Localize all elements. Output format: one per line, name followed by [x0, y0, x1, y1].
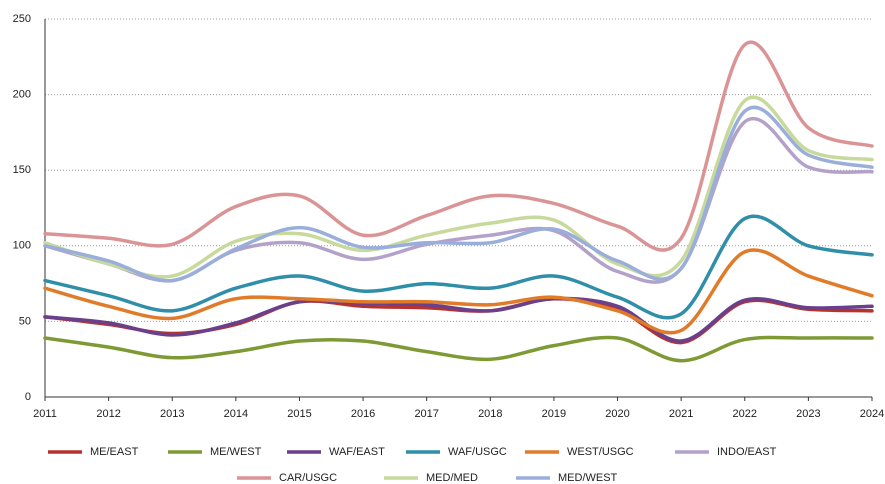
y-tick-label: 0: [25, 391, 31, 403]
legend-label: ME/WEST: [210, 446, 262, 458]
legend-label: ME/EAST: [90, 446, 139, 458]
series-line: [43, 117, 874, 284]
series-line: [43, 40, 874, 252]
x-tick-label: 2021: [669, 408, 693, 420]
x-tick-label: 2020: [605, 408, 629, 420]
y-tick-label: 100: [13, 240, 31, 252]
x-tick-label: 2011: [33, 408, 57, 420]
x-tick-label: 2014: [224, 408, 248, 420]
series-line: [43, 95, 874, 279]
y-tick-label: 250: [13, 13, 31, 25]
series-line: [43, 296, 874, 343]
series-line: [43, 248, 874, 335]
x-tick-label: 2017: [414, 408, 438, 420]
legend-label: MED/WEST: [558, 472, 618, 484]
y-tick-label: 150: [13, 164, 31, 176]
x-tick-label: 2018: [478, 408, 502, 420]
y-tick-label: 200: [13, 89, 31, 101]
x-tick-label: 2015: [287, 408, 311, 420]
legend-label: CAR/USGC: [279, 472, 337, 484]
legend-label: MED/MED: [426, 472, 478, 484]
x-tick-label: 2013: [160, 408, 184, 420]
series-line: [43, 214, 874, 320]
x-tick-label: 2024: [860, 408, 884, 420]
x-tick-label: 2016: [351, 408, 375, 420]
legend-label: WEST/USGC: [567, 446, 634, 458]
y-tick-label: 50: [19, 315, 31, 327]
legend-label: INDO/EAST: [717, 446, 777, 458]
x-tick-label: 2023: [796, 408, 820, 420]
legend-label: WAF/USGC: [448, 446, 507, 458]
x-tick-label: 2012: [96, 408, 120, 420]
series-line: [43, 335, 874, 363]
x-tick-label: 2019: [542, 408, 566, 420]
series-line: [43, 105, 874, 283]
x-tick-label: 2022: [733, 408, 757, 420]
legend-label: WAF/EAST: [329, 446, 385, 458]
